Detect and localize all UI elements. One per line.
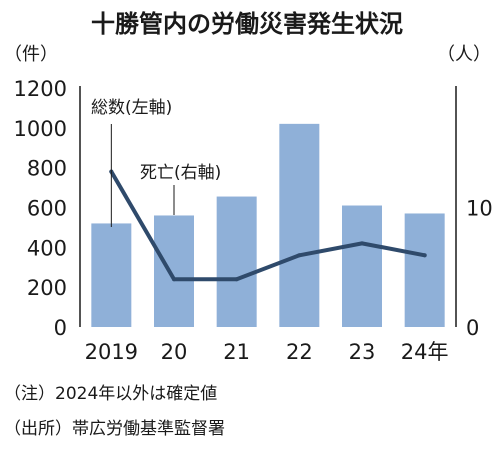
left-tick-label: 200 — [27, 276, 67, 300]
right-tick-label: 0 — [466, 316, 479, 340]
point-20 — [172, 277, 176, 282]
note-line: （注）2024年以外は確定値 — [4, 384, 217, 404]
x-axis-ticks: 2019 20 21 22 23 24年 — [85, 340, 449, 364]
total-series-label: 総数(左軸) — [91, 98, 172, 118]
chart-title: 十勝管内の労働災害発生状況 — [91, 10, 403, 38]
line-deaths — [109, 169, 427, 282]
point-22 — [297, 253, 302, 258]
point-24年 — [422, 253, 427, 258]
deaths-series-label: 死亡(右軸) — [140, 163, 221, 183]
x-tick-label: 23 — [349, 340, 376, 364]
x-tick-label: 21 — [223, 340, 250, 364]
source-line: （出所）帯広労働基準監督署 — [4, 419, 225, 439]
left-tick-label: 1000 — [14, 117, 67, 141]
point-21 — [234, 277, 239, 282]
bar-22 — [279, 123, 320, 327]
series-labels: 総数(左軸) 死亡(右軸) — [91, 98, 221, 227]
bar-20 — [154, 215, 194, 327]
right-axis-unit: （人） — [437, 44, 491, 65]
bar-series — [91, 123, 445, 327]
x-tick-label: 22 — [286, 340, 313, 364]
bar-23 — [342, 205, 382, 327]
bar-21 — [216, 196, 257, 327]
line-series — [109, 169, 427, 282]
right-tick-label: 10 — [466, 197, 493, 221]
left-tick-label: 1200 — [14, 77, 67, 101]
left-axis-unit: （件） — [4, 44, 58, 65]
left-tick-label: 0 — [54, 316, 67, 340]
axes — [79, 86, 457, 327]
x-tick-label: 20 — [161, 340, 188, 364]
right-axis-ticks: 0 10 — [466, 197, 493, 341]
x-tick-label: 24年 — [401, 340, 449, 364]
bar-2019 — [91, 223, 132, 327]
x-tick-label: 2019 — [85, 340, 138, 364]
left-axis-ticks: 0 200 400 600 800 1000 1200 — [14, 77, 67, 340]
bar-24年 — [404, 213, 445, 327]
point-23 — [360, 241, 364, 246]
left-tick-label: 600 — [27, 197, 67, 221]
left-tick-label: 400 — [27, 236, 67, 260]
left-tick-label: 800 — [27, 157, 67, 181]
